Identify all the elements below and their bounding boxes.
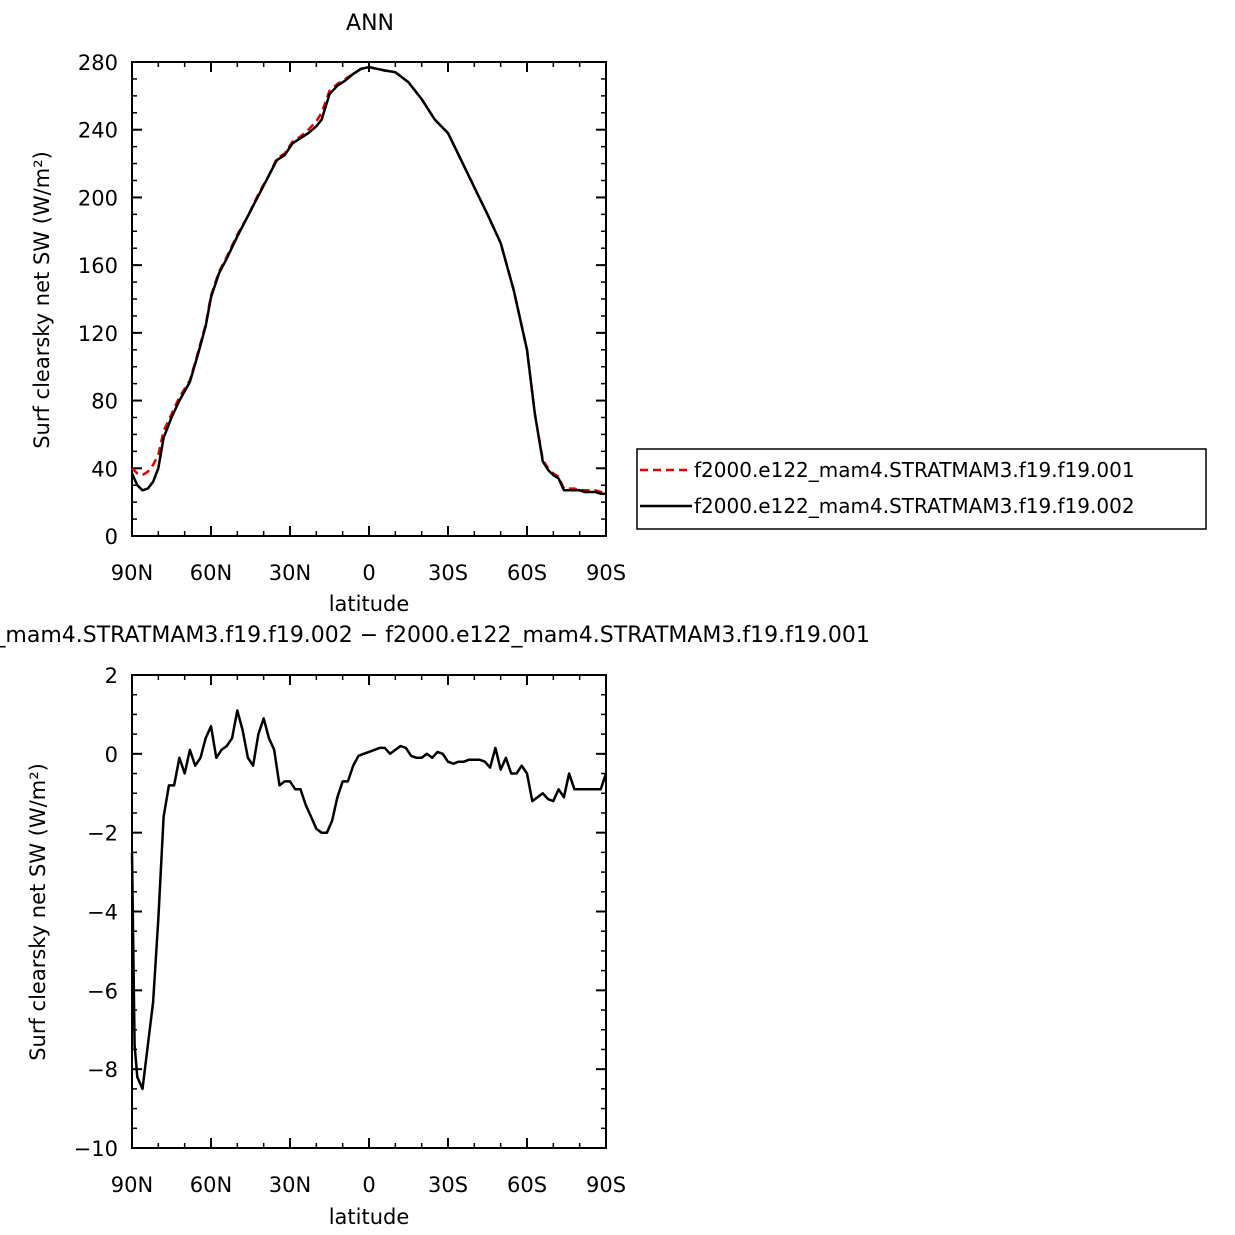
bottom-chart-panel: f2000.e122_mam4.STRATMAM3.f19.f19.002 − …: [0, 623, 870, 1229]
bottom-y-tick-label: −10: [74, 1137, 118, 1161]
top-y-axis-title: Surf clearsky net SW (W/m²): [30, 151, 54, 449]
top-x-tick-label: 90N: [111, 561, 153, 585]
legend: f2000.e122_mam4.STRATMAM3.f19.f19.001 f2…: [636, 448, 1207, 530]
top-x-tick-label: 0: [362, 561, 375, 585]
top-series-line-2: [130, 65, 606, 495]
bottom-chart-title: f2000.e122_mam4.STRATMAM3.f19.f19.002 − …: [0, 623, 870, 648]
bottom-x-tick-label: 90N: [111, 1173, 153, 1197]
bottom-y-tick-label: −4: [87, 901, 118, 925]
top-y-tick-label: 80: [91, 390, 118, 414]
top-y-tick-label: 40: [91, 457, 118, 481]
legend-box: [636, 448, 1207, 530]
top-series-group: [130, 65, 606, 495]
bottom-y-tick-label: −8: [87, 1058, 118, 1082]
bottom-x-tick-label: 30S: [428, 1173, 468, 1197]
top-y-tick-label: 160: [78, 254, 118, 278]
bottom-y-tick-label: 2: [105, 664, 118, 688]
top-x-tick-label: 30N: [269, 561, 311, 585]
top-y-tick-label: 280: [78, 51, 118, 75]
top-y-tick-label: 200: [78, 186, 118, 210]
bottom-y-axis-title: Surf clearsky net SW (W/m²): [26, 763, 50, 1061]
bottom-x-tick-label: 30N: [269, 1173, 311, 1197]
bottom-y-tick-label: −6: [87, 979, 118, 1003]
bottom-series-line-1: [130, 709, 608, 1091]
top-plot-frame: [131, 61, 607, 537]
top-axis-ticks: 90N 60N 30N 0 30S 60S 90S 0 40 80 120 160 200 240 280: [78, 51, 626, 585]
bottom-x-tick-label: 90S: [586, 1173, 626, 1197]
top-chart-title: ANN: [346, 11, 394, 36]
top-x-tick-label: 60N: [190, 561, 232, 585]
top-x-axis-title: latitude: [329, 592, 410, 616]
bottom-axis-ticks: 90N 60N 30N 0 30S 60S 90S −10 −8 −6 −4 −2 0 2: [74, 664, 626, 1197]
top-x-tick-label: 60S: [507, 561, 547, 585]
top-chart-panel: ANN 90N 60N 30N 0 30S 60S 90S 0 40 80 120 160 200 240…: [30, 11, 626, 616]
bottom-x-axis-title: latitude: [329, 1205, 410, 1229]
legend-label-series-1: f2000.e122_mam4.STRATMAM3.f19.f19.001: [694, 458, 1135, 482]
top-y-tick-label: 120: [78, 322, 118, 346]
bottom-x-tick-label: 60N: [190, 1173, 232, 1197]
bottom-x-tick-label: 0: [362, 1173, 375, 1197]
top-y-tick-label: 240: [78, 119, 118, 143]
bottom-y-tick-label: 0: [105, 743, 118, 767]
bottom-x-tick-label: 60S: [507, 1173, 547, 1197]
top-series-line-1: [131, 65, 606, 494]
top-y-tick-label: 0: [105, 525, 118, 549]
bottom-series-group: [130, 709, 608, 1091]
top-x-tick-label: 30S: [428, 561, 468, 585]
top-x-tick-label: 90S: [586, 561, 626, 585]
legend-label-series-2: f2000.e122_mam4.STRATMAM3.f19.f19.002: [694, 494, 1135, 518]
bottom-y-tick-label: −2: [87, 822, 118, 846]
